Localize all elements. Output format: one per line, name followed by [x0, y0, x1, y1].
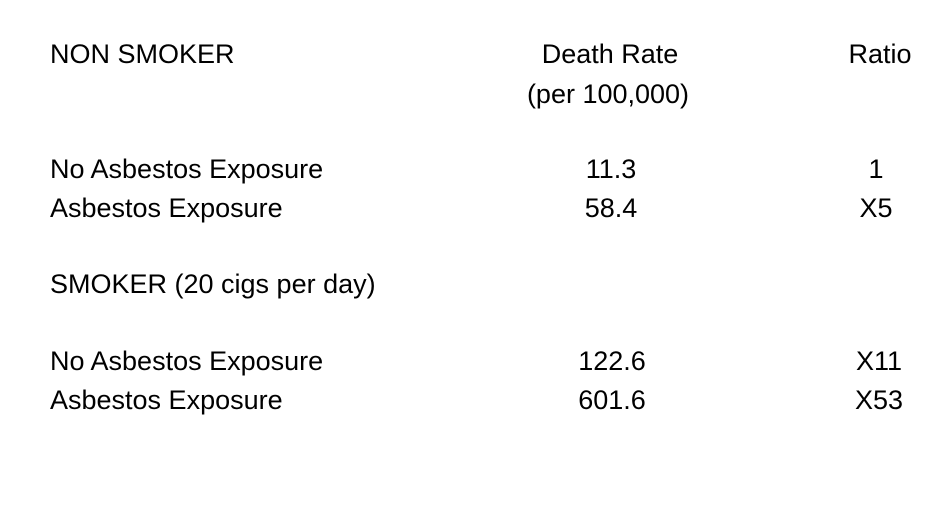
column-header-ratio: Ratio: [848, 39, 912, 69]
column-header-death-rate: Death Rate: [541, 39, 679, 69]
row-label: Asbestos Exposure: [50, 385, 283, 415]
row-label: No Asbestos Exposure: [50, 346, 324, 376]
group-heading-non-smoker: NON SMOKER: [50, 39, 235, 69]
row-rate: 601.6: [578, 385, 646, 415]
row-ratio: X5: [859, 193, 893, 223]
row-rate: 11.3: [585, 154, 637, 184]
row-ratio: 1: [868, 154, 884, 184]
row-ratio: X11: [855, 346, 903, 376]
group-heading-smoker: SMOKER (20 cigs per day): [50, 269, 376, 299]
column-header-death-rate-unit: (per 100,000): [526, 79, 690, 109]
row-rate: 122.6: [578, 346, 646, 376]
row-label: No Asbestos Exposure: [50, 154, 324, 184]
row-rate: 58.4: [584, 193, 638, 223]
row-label: Asbestos Exposure: [50, 193, 283, 223]
row-ratio: X53: [854, 385, 904, 415]
